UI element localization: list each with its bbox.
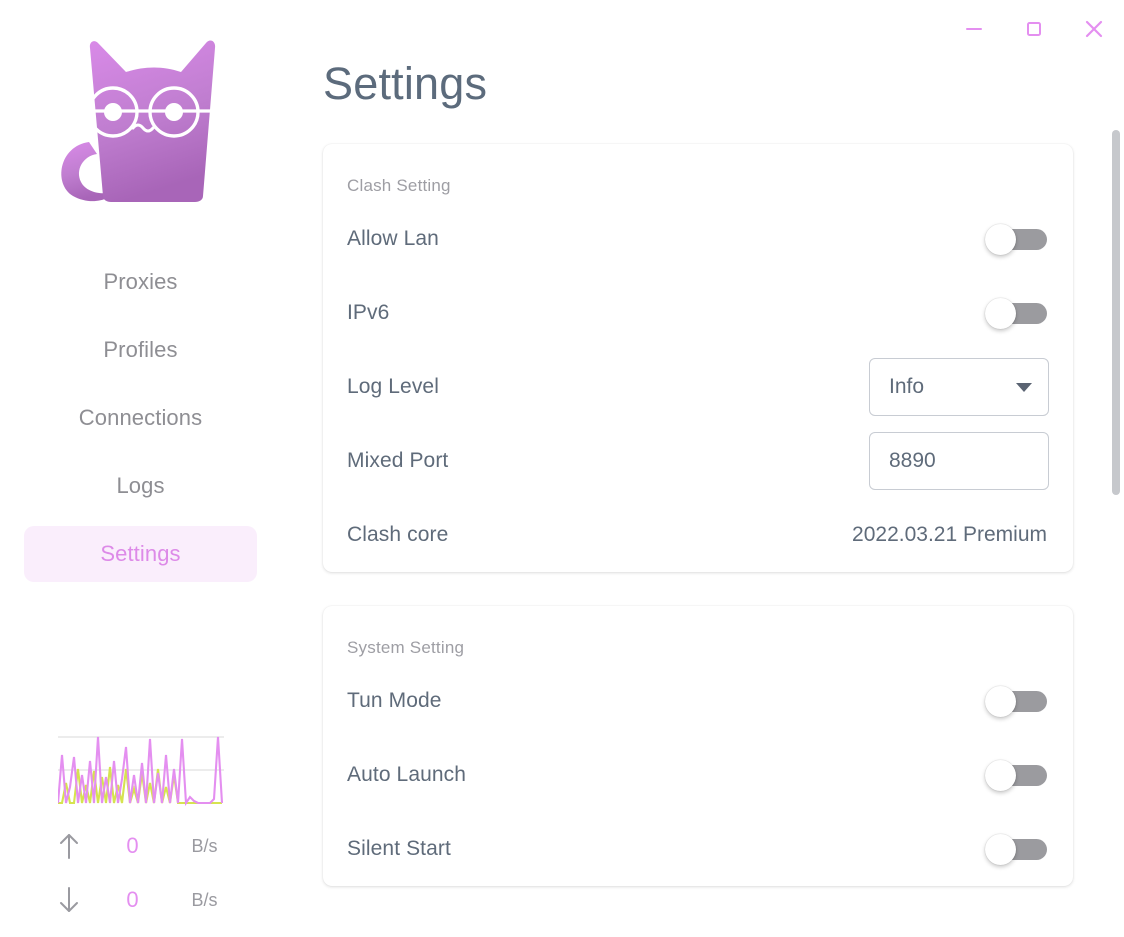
window-controls	[944, 0, 1124, 58]
setting-row-silent-start: Silent Start	[347, 812, 1049, 886]
close-icon	[1085, 20, 1103, 38]
page-title: Settings	[323, 58, 488, 109]
sidebar-item-settings[interactable]: Settings	[24, 526, 257, 582]
setting-label: Tun Mode	[347, 689, 442, 712]
traffic-chart	[57, 717, 224, 807]
setting-label: Mixed Port	[347, 449, 449, 472]
scrollbar-thumb[interactable]	[1112, 130, 1120, 495]
clash-verge-cat-logo-icon	[60, 40, 217, 203]
setting-label: Log Level	[347, 375, 439, 398]
minimize-button[interactable]	[944, 4, 1004, 54]
setting-label: Allow Lan	[347, 227, 439, 250]
toggle-thumb	[985, 686, 1016, 717]
traffic-upload-row: 0 B/s	[46, 819, 236, 873]
traffic-sparkline-icon	[57, 736, 224, 807]
toggle-thumb	[985, 224, 1016, 255]
log-level-select[interactable]: Info	[869, 358, 1049, 416]
card-header: System Setting	[347, 638, 465, 657]
sidebar-item-label: Profiles	[103, 337, 178, 362]
sidebar-item-label: Connections	[78, 405, 203, 430]
sidebar-item-label: Proxies	[103, 269, 178, 294]
sidebar-item-logs[interactable]: Logs	[24, 458, 257, 514]
setting-row-ipv6: IPv6	[347, 276, 1049, 350]
auto-launch-toggle[interactable]	[985, 756, 1049, 794]
system-setting-card: System Setting Tun Mode Auto Launch Sile…	[323, 606, 1073, 886]
setting-row-tun-mode: Tun Mode	[347, 664, 1049, 738]
mixed-port-field[interactable]	[869, 432, 1049, 490]
sidebar-item-proxies[interactable]: Proxies	[24, 254, 257, 310]
minimize-icon	[966, 28, 982, 30]
traffic-download-row: 0 B/s	[46, 873, 236, 927]
scrollbar[interactable]	[1112, 0, 1120, 937]
download-speed-value: 0	[126, 887, 139, 912]
toggle-thumb	[985, 298, 1016, 329]
card-header: Clash Setting	[347, 176, 451, 195]
main-content: Settings Clash Setting Allow Lan IPv6 Lo…	[281, 0, 1124, 937]
chevron-down-icon	[1016, 382, 1032, 392]
clash-core-version: 2022.03.21 Premium	[852, 523, 1047, 546]
arrow-up-icon	[46, 831, 92, 861]
silent-start-toggle[interactable]	[985, 830, 1049, 868]
sidebar-nav: Proxies Profiles Connections Logs Settin…	[24, 254, 257, 582]
log-level-selected-value: Info	[889, 375, 925, 398]
clash-setting-card: Clash Setting Allow Lan IPv6 Log Level	[323, 144, 1073, 572]
download-speed-unit: B/s	[191, 889, 218, 910]
allow-lan-toggle[interactable]	[985, 220, 1049, 258]
mixed-port-input[interactable]	[889, 449, 1029, 473]
upload-speed-value: 0	[126, 833, 139, 858]
sidebar-item-label: Logs	[116, 473, 165, 498]
setting-row-auto-launch: Auto Launch	[347, 738, 1049, 812]
tun-mode-toggle[interactable]	[985, 682, 1049, 720]
traffic-panel: 0 B/s 0 B/s	[0, 717, 281, 927]
setting-label: Silent Start	[347, 837, 451, 860]
app-logo	[36, 22, 246, 222]
setting-row-allow-lan: Allow Lan	[347, 202, 1049, 276]
upload-speed-unit: B/s	[191, 835, 218, 856]
sidebar-item-label: Settings	[100, 541, 181, 566]
sidebar-item-profiles[interactable]: Profiles	[24, 322, 257, 378]
ipv6-toggle[interactable]	[985, 294, 1049, 332]
arrow-down-icon	[46, 885, 92, 915]
setting-label: Auto Launch	[347, 763, 467, 786]
toggle-thumb	[985, 760, 1016, 791]
sidebar: Proxies Profiles Connections Logs Settin…	[0, 0, 281, 937]
setting-row-log-level: Log Level Info	[347, 350, 1049, 424]
maximize-button[interactable]	[1004, 4, 1064, 54]
setting-row-clash-core: Clash core 2022.03.21 Premium	[347, 498, 1049, 572]
setting-label: IPv6	[347, 301, 390, 324]
close-button[interactable]	[1064, 4, 1124, 54]
setting-label: Clash core	[347, 523, 449, 546]
setting-row-mixed-port: Mixed Port	[347, 424, 1049, 498]
toggle-thumb	[985, 834, 1016, 865]
maximize-icon	[1027, 22, 1041, 36]
sidebar-item-connections[interactable]: Connections	[24, 390, 257, 446]
